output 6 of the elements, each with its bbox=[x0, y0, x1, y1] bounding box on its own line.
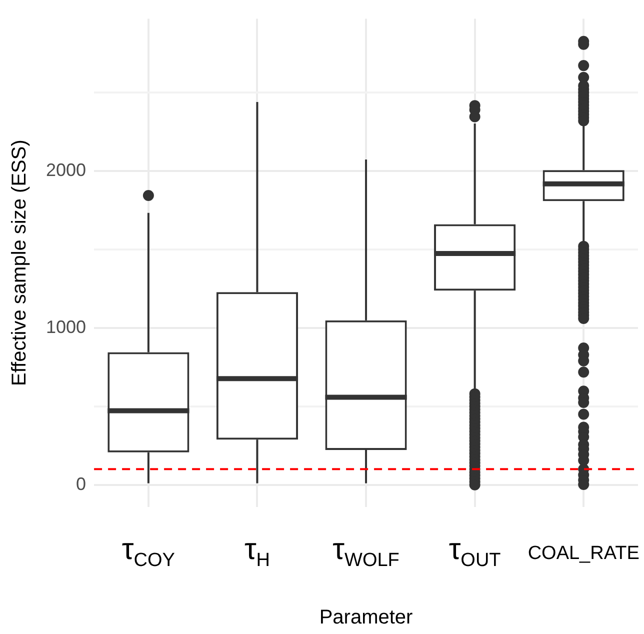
y-tick-label: 1000 bbox=[46, 316, 86, 337]
x-axis-title: Parameter bbox=[319, 606, 414, 629]
y-tick-label: 2000 bbox=[46, 160, 86, 180]
y-axis-title: Effective sample size (ESS) bbox=[8, 140, 31, 386]
x-tick-label: COAL_RATE bbox=[528, 542, 640, 564]
y-tick-label: 0 bbox=[76, 474, 86, 494]
